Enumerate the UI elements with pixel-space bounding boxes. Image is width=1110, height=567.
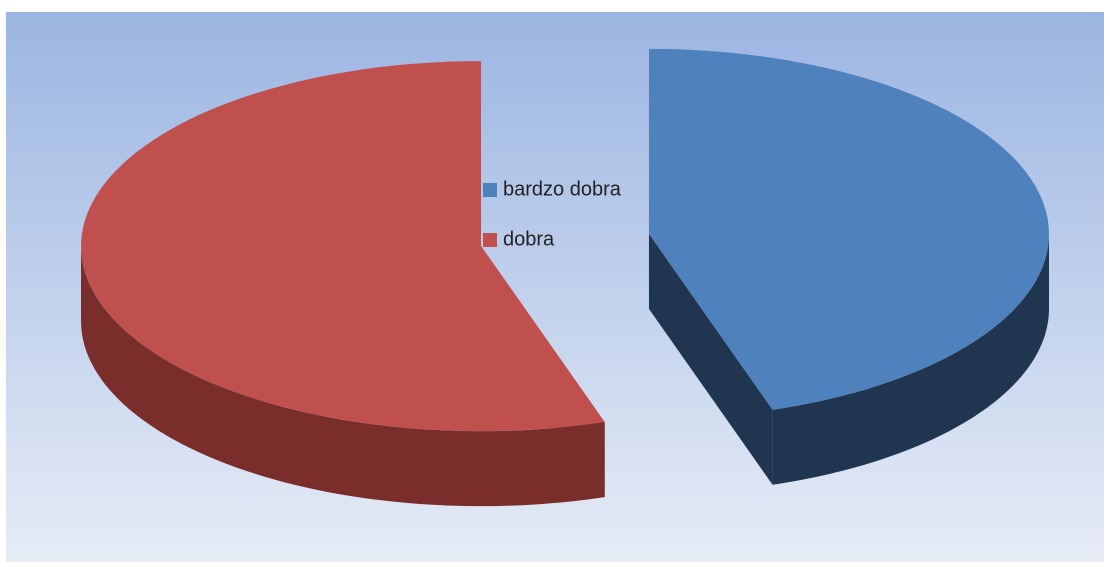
slice-outer-side <box>772 233 1049 485</box>
legend-label: dobra <box>503 228 555 250</box>
slice-top <box>648 48 1049 410</box>
pie-slice <box>81 61 605 507</box>
legend-swatch <box>483 233 497 247</box>
pie-slice <box>648 48 1049 485</box>
slice-top <box>81 61 605 432</box>
slice-radial-side <box>648 233 773 485</box>
legend-label: bardzo dobra <box>503 178 622 200</box>
legend-swatch <box>483 183 497 197</box>
slice-outer-side <box>81 246 605 507</box>
